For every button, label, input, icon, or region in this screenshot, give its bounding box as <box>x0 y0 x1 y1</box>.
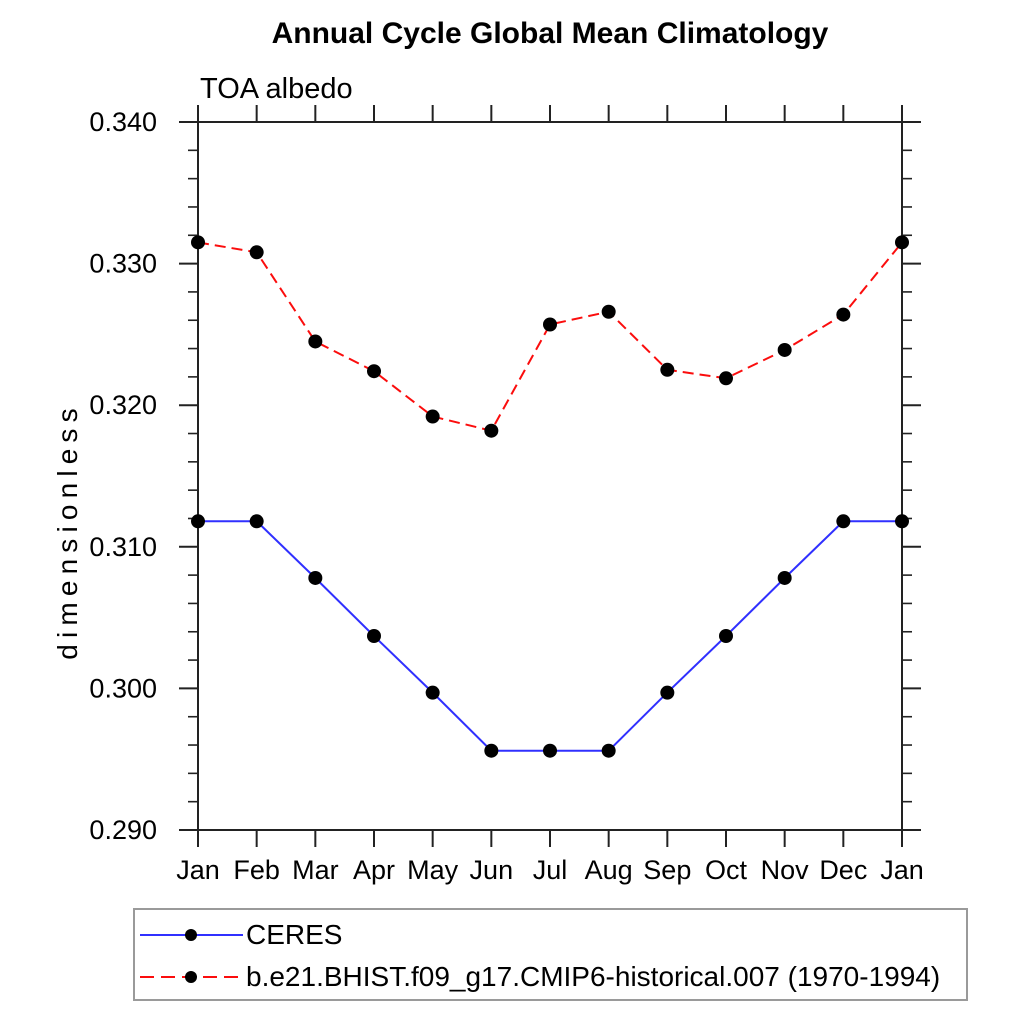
chart-subtitle: TOA albedo <box>200 73 353 105</box>
data-point <box>484 743 499 758</box>
data-point <box>660 685 675 700</box>
x-tick-label: Dec <box>819 855 867 885</box>
y-tick-label: 0.290 <box>89 815 157 845</box>
legend-label-ceres: CERES <box>246 919 343 950</box>
y-tick-label: 0.320 <box>89 390 157 420</box>
x-tick-label: Aug <box>585 855 633 885</box>
data-point <box>191 235 205 250</box>
data-point <box>308 570 323 585</box>
axes: Jan Feb Mar Apr May Jun Jul Aug Sep Oct Nov Dec Jan 0… <box>89 105 924 885</box>
x-tick-label: Jul <box>533 855 568 885</box>
data-point <box>895 514 909 529</box>
ceres-line <box>198 520 902 752</box>
series-lines <box>191 235 909 758</box>
data-point <box>836 514 851 529</box>
data-point <box>895 235 909 250</box>
ceres-sample-marker-icon <box>185 929 197 941</box>
x-tick-label: Jan <box>176 855 220 885</box>
data-point <box>308 334 323 349</box>
legend-label-model: b.e21.BHIST.f09_g17.CMIP6-historical.007… <box>246 961 941 992</box>
data-point <box>777 342 792 357</box>
data-point <box>601 743 616 758</box>
model-line <box>197 241 903 432</box>
chart-title: Annual Cycle Global Mean Climatology <box>271 17 829 50</box>
data-point <box>425 685 440 700</box>
x-tick-label: Oct <box>705 855 748 885</box>
data-point <box>367 364 381 379</box>
legend-item-model: b.e21.BHIST.f09_g17.CMIP6-historical.007… <box>138 961 941 992</box>
x-tick-label: Jun <box>470 855 514 885</box>
model-sample-marker-icon <box>185 971 197 983</box>
legend-item-ceres: CERES <box>138 919 343 950</box>
x-tick-label: Sep <box>643 855 691 885</box>
y-tick-label: 0.330 <box>89 249 157 279</box>
legend: CERES b.e21.BHIST.f09_g17.CMIP6-historic… <box>133 908 968 1001</box>
data-point <box>719 629 733 644</box>
y-tick-label: 0.340 <box>89 107 157 137</box>
data-point <box>601 304 616 319</box>
y-tick-label: 0.310 <box>89 532 157 562</box>
x-tick-label: Apr <box>353 855 395 885</box>
data-point <box>543 317 557 332</box>
y-tick-label: 0.300 <box>89 673 157 703</box>
data-point <box>425 409 440 424</box>
data-point <box>660 362 675 377</box>
data-point <box>367 629 381 644</box>
data-point <box>484 423 499 438</box>
data-point <box>249 514 264 529</box>
plot-frame <box>197 121 903 831</box>
data-point <box>777 570 792 585</box>
data-point <box>543 743 557 758</box>
data-point <box>719 371 733 386</box>
x-tick-label: Jan <box>880 855 924 885</box>
data-point <box>191 514 205 529</box>
x-tick-label: Mar <box>292 855 339 885</box>
model-line-sample-icon <box>140 971 243 983</box>
x-tick-label: Feb <box>233 855 280 885</box>
data-point <box>836 307 851 322</box>
x-tick-label: Nov <box>761 855 810 885</box>
data-point <box>249 245 264 260</box>
ceres-line-sample-icon <box>140 929 243 941</box>
x-tick-label: May <box>407 855 459 885</box>
y-axis-title: dimensionless <box>52 402 83 660</box>
